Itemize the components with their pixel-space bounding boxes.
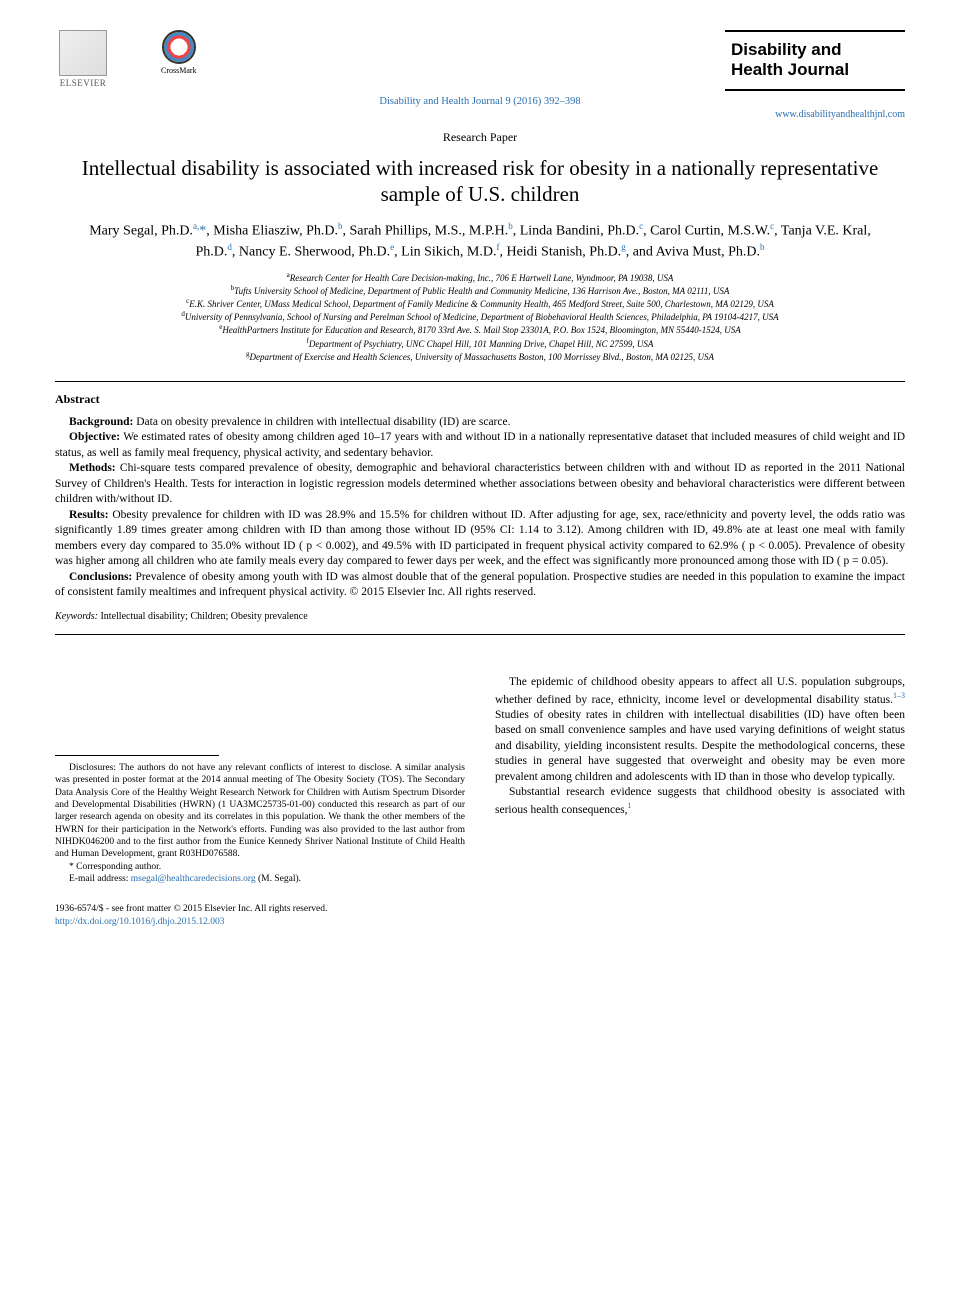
intro-para-1: The epidemic of childhood obesity appear… [495,675,905,785]
crossmark-icon [162,30,196,64]
para1-cont: Studies of obesity rates in children wit… [495,709,905,783]
two-column-body: Disclosures: The authors do not have any… [55,675,905,928]
doi-link[interactable]: http://dx.doi.org/10.1016/j.dhjo.2015.12… [55,917,225,927]
email-link[interactable]: msegal@healthcaredecisions.org [131,874,256,884]
affiliation-line: dUniversity of Pennsylvania, School of N… [85,310,875,323]
footer-meta: 1936-6574/$ - see front matter © 2015 El… [55,903,465,928]
issn-line: 1936-6574/$ - see front matter © 2015 El… [55,903,465,915]
abstract-section-text: Chi-square tests compared prevalence of … [55,462,905,505]
citation-line: Disability and Health Journal 9 (2016) 3… [55,96,905,107]
paper-title: Intellectual disability is associated wi… [55,155,905,208]
keywords-label: Keywords: [55,611,98,622]
email-line: E-mail address: msegal@healthcaredecisio… [55,873,465,885]
abstract-section-label: Objective: [69,431,123,443]
abstract-section-label: Methods: [69,462,120,474]
authors-list: Mary Segal, Ph.D.a,*, Misha Eliasziw, Ph… [55,220,905,263]
publisher-name: ELSEVIER [60,78,107,88]
para2-text: Substantial research evidence suggests t… [495,786,905,815]
keywords-text: Intellectual disability; Children; Obesi… [100,611,307,622]
abstract-section-text: Prevalence of obesity among youth with I… [55,571,905,599]
header-left: ELSEVIER CrossMark [55,30,197,92]
abstract-section-text: Data on obesity prevalence in children w… [136,416,510,428]
footnote-rule [55,755,219,756]
affiliation-line: bTufts University School of Medicine, De… [85,284,875,297]
abstract-section-label: Background: [69,416,136,428]
header-row: ELSEVIER CrossMark Disability and Health… [55,30,905,92]
affiliation-line: eHealthPartners Institute for Education … [85,323,875,336]
journal-name-line2: Health Journal [731,60,899,80]
abstract-section: Objective: We estimated rates of obesity… [55,430,905,461]
email-label: E-mail address: [69,874,128,884]
footnotes: Disclosures: The authors do not have any… [55,762,465,885]
abstract-section: Methods: Chi-square tests compared preva… [55,461,905,508]
crossmark-label: CrossMark [161,66,197,75]
cite-1-3[interactable]: 1–3 [893,691,905,700]
affiliation-line: fDepartment of Psychiatry, UNC Chapel Hi… [85,337,875,350]
abstract-section: Conclusions: Prevalence of obesity among… [55,570,905,601]
cite-1[interactable]: 1 [628,801,632,810]
disclosures-text: Disclosures: The authors do not have any… [55,762,465,861]
affiliation-line: aResearch Center for Health Care Decisio… [85,271,875,284]
abstract-section-text: Obesity prevalence for children with ID … [55,509,905,568]
journal-name-line1: Disability and [731,40,899,60]
right-column: The epidemic of childhood obesity appear… [495,675,905,928]
abstract-body: Background: Data on obesity prevalence i… [55,415,905,601]
left-column: Disclosures: The authors do not have any… [55,675,465,928]
affiliations-list: aResearch Center for Health Care Decisio… [55,271,905,363]
abstract-section-label: Results: [69,509,112,521]
abstract-bottom-rule [55,634,905,635]
elsevier-logo: ELSEVIER [55,30,111,92]
abstract-heading: Abstract [55,392,905,407]
affiliation-line: cE.K. Shriver Center, UMass Medical Scho… [85,297,875,310]
journal-title-box: Disability and Health Journal [725,30,905,91]
abstract-section: Background: Data on obesity prevalence i… [55,415,905,431]
abstract-section: Results: Obesity prevalence for children… [55,508,905,570]
journal-url[interactable]: www.disabilityandhealthjnl.com [55,109,905,120]
abstract-section-label: Conclusions: [69,571,135,583]
abstract-top-rule [55,381,905,382]
elsevier-tree-icon [59,30,107,76]
email-who: (M. Segal). [258,874,301,884]
corresponding-author: * Corresponding author. [55,861,465,873]
affiliation-line: gDepartment of Exercise and Health Scien… [85,350,875,363]
keywords: Keywords: Intellectual disability; Child… [55,611,905,622]
para1-text: The epidemic of childhood obesity appear… [495,676,905,705]
paper-type: Research Paper [55,130,905,145]
intro-para-2: Substantial research evidence suggests t… [495,785,905,818]
abstract-section-text: We estimated rates of obesity among chil… [55,431,905,459]
crossmark-widget[interactable]: CrossMark [161,30,197,75]
